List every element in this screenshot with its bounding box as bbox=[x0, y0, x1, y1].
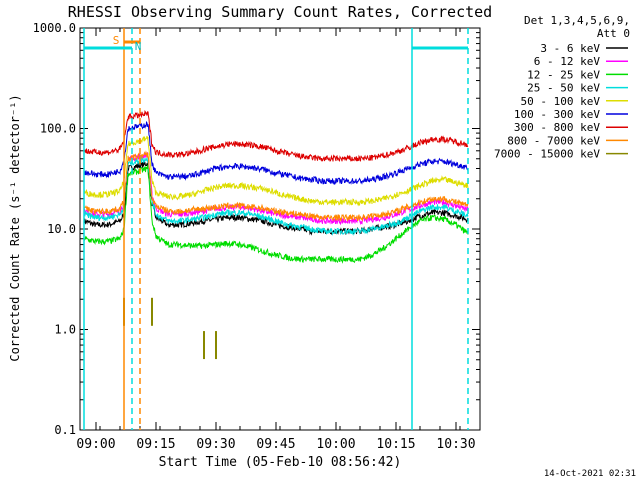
x-tick-label-2: 09:30 bbox=[196, 437, 235, 452]
legend-label-8: 7000 - 15000 keV bbox=[494, 148, 600, 161]
y-tick-label-3: 100.0 bbox=[40, 122, 76, 136]
legend-label-6: 300 - 800 keV bbox=[514, 121, 600, 134]
series-line-6 bbox=[83, 110, 469, 162]
series-line-4 bbox=[83, 135, 469, 207]
x-tick-label-1: 09:15 bbox=[136, 437, 175, 452]
legend-label-2: 12 - 25 keV bbox=[527, 68, 600, 81]
y-tick-label-4: 1000.0 bbox=[33, 21, 76, 35]
x-tick-label-6: 10:30 bbox=[436, 437, 475, 452]
legend-label-4: 50 - 100 keV bbox=[521, 95, 601, 108]
legend-detector-header: Det 1,3,4,5,6,9, bbox=[524, 14, 630, 27]
night-flag-label: N bbox=[135, 40, 142, 53]
x-tick-label-4: 10:00 bbox=[316, 437, 355, 452]
x-tick-label-5: 10:15 bbox=[376, 437, 415, 452]
y-tick-label-0: 0.1 bbox=[54, 423, 76, 437]
legend-attenuator-header: Att 0 bbox=[597, 27, 630, 40]
x-tick-label-3: 09:45 bbox=[256, 437, 295, 452]
plot-area: 0.1 1.0 10.0 100.0 1000.0 09:00 09:15 09:30 09:4… bbox=[33, 21, 628, 452]
legend-label-5: 100 - 300 keV bbox=[514, 108, 600, 121]
legend-label-7: 800 - 7000 keV bbox=[507, 134, 600, 147]
y-axis-label: Corrected Count Rate (s⁻¹ detector⁻¹) bbox=[8, 94, 22, 361]
series-line-5 bbox=[83, 120, 469, 185]
plot-timestamp: 14-Oct-2021 02:31 bbox=[544, 469, 636, 479]
series-line-2 bbox=[83, 164, 469, 264]
x-axis-label: Start Time (05-Feb-10 08:56:42) bbox=[159, 455, 402, 470]
legend-label-3: 25 - 50 keV bbox=[527, 82, 600, 95]
legend-label-1: 6 - 12 keV bbox=[534, 55, 601, 68]
y-tick-label-2: 10.0 bbox=[47, 222, 76, 236]
series-line-7 bbox=[83, 150, 469, 223]
chart-title: RHESSI Observing Summary Count Rates, Co… bbox=[68, 3, 492, 21]
x-tick-label-0: 09:00 bbox=[76, 437, 115, 452]
saa-flag-label: S bbox=[113, 34, 120, 47]
y-tick-label-1: 1.0 bbox=[54, 323, 76, 337]
legend-label-0: 3 - 6 keV bbox=[540, 42, 600, 55]
series-line-3 bbox=[83, 156, 469, 237]
